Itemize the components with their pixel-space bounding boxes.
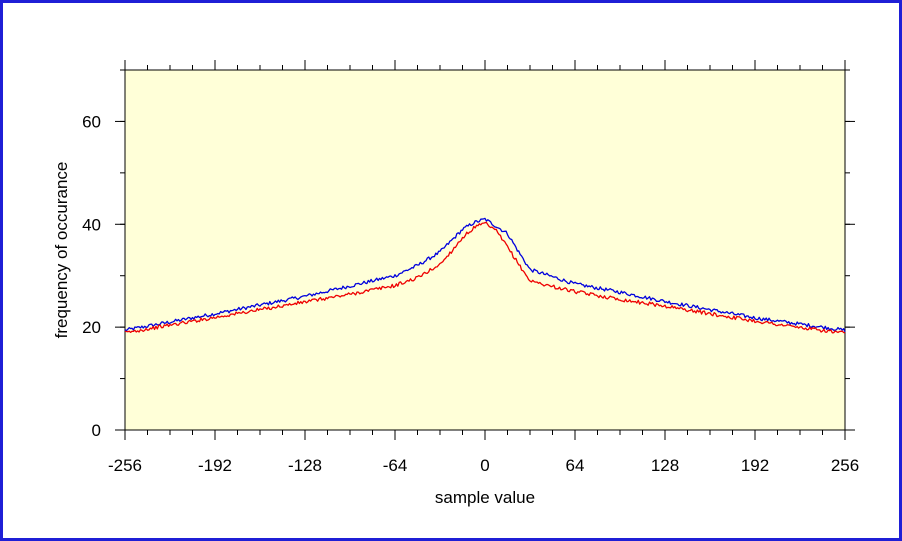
x-tick-label: 256 (831, 456, 859, 475)
major-ticks (115, 60, 855, 440)
x-tick-label: 64 (566, 456, 585, 475)
y-tick-label: 0 (92, 421, 101, 440)
x-tick-label: -128 (288, 456, 322, 475)
series-line-2 (124, 221, 846, 334)
y-tick-label: 20 (82, 318, 101, 337)
y-tick-label: 40 (82, 215, 101, 234)
x-tick-label: -256 (108, 456, 142, 475)
x-tick-label: 192 (741, 456, 769, 475)
y-tick-label: 60 (82, 112, 101, 131)
x-tick-label: -64 (383, 456, 408, 475)
x-tick-label: -192 (198, 456, 232, 475)
x-tick-labels: -256 -192 -128 -64 0 64 128 192 256 (108, 456, 859, 475)
y-tick-labels: 0 20 40 60 (82, 112, 101, 440)
x-tick-label: 0 (480, 456, 489, 475)
x-axis-title: sample value (435, 488, 535, 507)
plot-area (124, 69, 846, 431)
y-axis-title: frequency of occurance (52, 162, 71, 339)
x-tick-label: 128 (651, 456, 679, 475)
series-line-1 (124, 217, 846, 333)
series-lines (124, 217, 846, 334)
